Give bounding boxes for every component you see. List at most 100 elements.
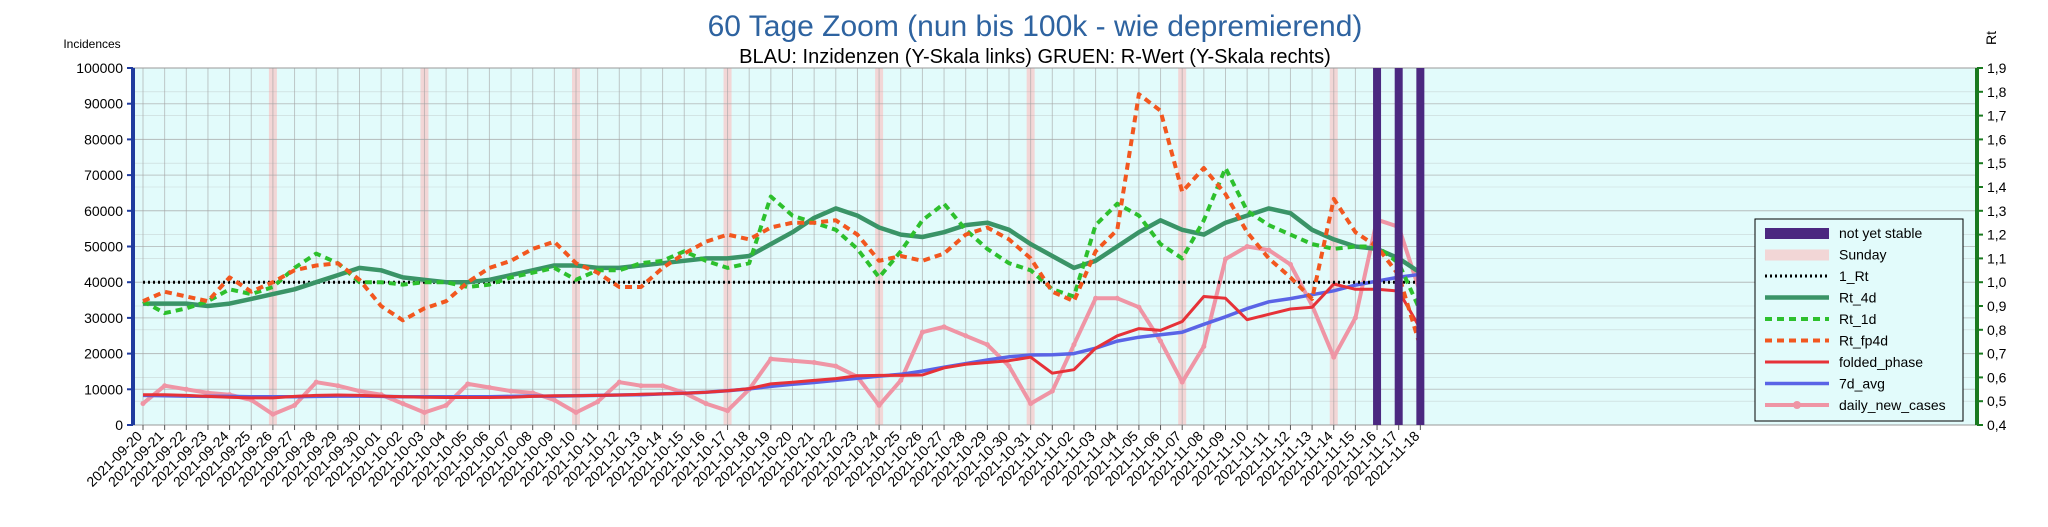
- series-point-daily_new_cases: [1201, 343, 1207, 349]
- series-point-daily_new_cases: [811, 360, 817, 366]
- legend-label: Rt_1d: [1839, 311, 1876, 327]
- series-point-daily_new_cases: [443, 402, 449, 408]
- right-tick-label: 1,4: [1987, 179, 2007, 195]
- right-tick-label: 1,7: [1987, 108, 2007, 124]
- series-point-daily_new_cases: [162, 383, 168, 389]
- legend-label: Rt_fp4d: [1839, 333, 1888, 349]
- series-point-daily_new_cases: [768, 356, 774, 362]
- series-point-daily_new_cases: [725, 408, 731, 414]
- series-point-daily_new_cases: [205, 390, 211, 396]
- legend-swatch: [1765, 228, 1829, 239]
- series-point-daily_new_cases: [1244, 244, 1250, 249]
- series-point-daily_new_cases: [1287, 261, 1293, 267]
- series-point-daily_new_cases: [638, 383, 644, 389]
- series-point-daily_new_cases: [703, 401, 709, 407]
- series-point-daily_new_cases: [1136, 304, 1142, 310]
- left-tick-label: 70000: [84, 167, 123, 183]
- right-tick-label: 1,0: [1987, 274, 2007, 290]
- legend-label: not yet stable: [1839, 225, 1922, 241]
- left-tick-label: 100000: [76, 60, 123, 76]
- left-axis-label: Incidences: [63, 37, 120, 51]
- series-point-daily_new_cases: [530, 390, 536, 396]
- series-point-daily_new_cases: [1006, 363, 1012, 369]
- series-point-daily_new_cases: [1093, 295, 1099, 301]
- series-point-daily_new_cases: [1266, 247, 1272, 253]
- series-point-daily_new_cases: [357, 388, 362, 394]
- not-yet-stable-bar-2021-11-18: [1416, 68, 1425, 425]
- left-tick-label: 50000: [84, 239, 123, 255]
- right-tick-label: 0,4: [1987, 417, 2007, 433]
- series-point-daily_new_cases: [551, 397, 557, 403]
- right-tick-label: 1,3: [1987, 203, 2007, 219]
- right-tick-label: 0,5: [1987, 393, 2007, 409]
- not-yet-stable-bar-2021-11-17: [1394, 68, 1403, 425]
- series-point-daily_new_cases: [140, 401, 146, 407]
- series-point-daily_new_cases: [1071, 342, 1077, 348]
- left-tick-label: 30000: [84, 310, 123, 326]
- axes: 0 10000 20000 30000 40000 50000 60000 70000 8000…: [76, 60, 2006, 490]
- right-tick-label: 1,6: [1987, 131, 2007, 147]
- series-point-daily_new_cases: [1049, 388, 1055, 394]
- series-point-daily_new_cases: [660, 383, 666, 389]
- legend-label: Rt_4d: [1839, 290, 1876, 306]
- not-yet-stable-bar-2021-11-16: [1373, 68, 1382, 425]
- right-tick-label: 1,9: [1987, 60, 2007, 76]
- right-tick-label: 0,9: [1987, 298, 2007, 314]
- right-axis-label: Rt: [1983, 31, 1999, 45]
- series-point-daily_new_cases: [508, 388, 514, 394]
- legend-label: folded_phase: [1839, 354, 1923, 370]
- series-point-daily_new_cases: [898, 377, 904, 383]
- left-tick-label: 0: [115, 417, 123, 433]
- left-tick-label: 80000: [84, 131, 123, 147]
- legend: not yet stable Sunday 1_Rt Rt_4d Rt_1d Rt_fp4…: [1754, 218, 1964, 422]
- right-tick-label: 0,6: [1987, 369, 2007, 385]
- left-tick-label: 10000: [84, 381, 123, 397]
- series-line-daily_new_cases: [141, 217, 1423, 417]
- series-point-daily_new_cases: [1114, 295, 1120, 301]
- legend-swatch: [1765, 249, 1829, 261]
- series-point-daily_new_cases: [335, 383, 341, 389]
- legend-label: 1_Rt: [1839, 268, 1869, 284]
- series-point-daily_new_cases: [313, 379, 319, 385]
- series-line-Rt_fp4d: [142, 92, 1423, 348]
- series-line-Rt_4d: [143, 206, 1422, 309]
- series-point-daily_new_cases: [876, 402, 882, 408]
- right-tick-label: 0,7: [1987, 346, 2007, 362]
- left-tick-label: 90000: [84, 96, 123, 112]
- right-tick-label: 1,8: [1987, 84, 2007, 100]
- series-point-daily_new_cases: [270, 411, 276, 417]
- series-point-daily_new_cases: [595, 399, 601, 405]
- series-point-daily_new_cases: [941, 324, 947, 330]
- series-point-daily_new_cases: [292, 402, 298, 408]
- series-point-daily_new_cases: [790, 358, 795, 364]
- right-tick-label: 0,8: [1987, 322, 2007, 338]
- legend-label: Sunday: [1839, 247, 1886, 263]
- series-point-daily_new_cases: [919, 329, 925, 335]
- series-point-daily_new_cases: [183, 386, 189, 392]
- right-tick-label: 1,5: [1987, 155, 2007, 171]
- series: [140, 92, 1423, 417]
- series-point-daily_new_cases: [421, 410, 427, 416]
- legend-label: 7d_avg: [1839, 376, 1885, 392]
- legend-swatch-marker: [1793, 401, 1801, 409]
- legend-label: daily_new_cases: [1839, 397, 1946, 413]
- left-tick-label: 60000: [84, 203, 123, 219]
- series-point-daily_new_cases: [963, 333, 969, 339]
- not-yet-stable-bars: [1373, 68, 1425, 425]
- series-point-daily_new_cases: [833, 363, 839, 369]
- series-point-daily_new_cases: [1331, 354, 1337, 360]
- left-tick-label: 40000: [84, 274, 123, 290]
- series-point-daily_new_cases: [984, 342, 990, 348]
- series-point-daily_new_cases: [1028, 401, 1034, 407]
- series-point-daily_new_cases: [573, 410, 579, 416]
- right-tick-label: 1,2: [1987, 227, 2007, 243]
- series-line-folded_phase: [143, 282, 1422, 400]
- series-point-daily_new_cases: [465, 381, 471, 387]
- series-point-daily_new_cases: [1179, 379, 1185, 385]
- right-tick-label: 1,1: [1987, 250, 2007, 266]
- left-tick-label: 20000: [84, 346, 123, 362]
- series-point-daily_new_cases: [1158, 338, 1164, 344]
- series-point-daily_new_cases: [616, 379, 622, 385]
- chart-title: 60 Tage Zoom (nun bis 100k - wie depremi…: [708, 10, 1363, 43]
